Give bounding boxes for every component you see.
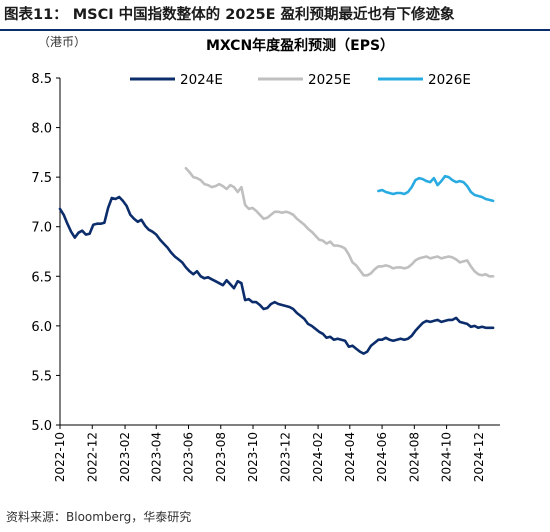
x-tick-label: 2023-08 [214, 432, 228, 482]
x-tick-label: 2022-10 [53, 432, 67, 482]
source-note: 资料来源：Bloomberg，华泰研究 [6, 510, 192, 524]
x-tick-label: 2023-10 [246, 432, 260, 482]
chart-legend: 2024E 2025E 2026E [130, 72, 471, 88]
series-layer [58, 166, 495, 355]
x-tick-label: 2023-02 [118, 432, 132, 482]
x-tick-label: 2024-06 [375, 432, 389, 482]
y-tick-label: 6.0 [31, 320, 52, 335]
series-line-2024e [58, 195, 495, 355]
y-tick-label: 7.5 [31, 171, 52, 186]
chart-title: MXCN年度盈利预测（EPS） [206, 37, 394, 54]
series-line-2025e [184, 166, 495, 278]
x-tick-label: 2023-04 [149, 432, 163, 482]
x-tick-label: 2023-12 [278, 432, 292, 482]
y-tick-label: 5.5 [31, 369, 52, 384]
legend-label-2025e: 2025E [308, 72, 351, 88]
x-tick-label: 2024-04 [343, 432, 357, 482]
y-tick-label: 8.5 [31, 72, 52, 87]
y-tick-label: 6.5 [31, 270, 52, 285]
series-line-2026e [377, 174, 495, 203]
figure-caption: 图表11： MSCI 中国指数整体的 2025E 盈利预期最近也有下修迹象 [4, 7, 455, 23]
x-tick-label: 2024-02 [311, 432, 325, 482]
y-tick-label: 5.0 [31, 419, 52, 434]
eps-line-chart: MXCN年度盈利预测（EPS） （港币） 2024E 2025E 2026E 5.0… [31, 35, 500, 482]
x-tick-label: 2022-12 [85, 432, 99, 482]
x-tick-label: 2024-12 [472, 432, 486, 482]
y-tick-label: 8.0 [31, 122, 52, 137]
legend-label-2026e: 2026E [428, 72, 471, 88]
chart-axes: 5.0 5.5 6.0 6.5 7.0 7.5 8.0 8.5 2022-10 2022-12 20… [31, 72, 500, 482]
legend-label-2024e: 2024E [180, 72, 223, 88]
y-tick-label: 7.0 [31, 221, 52, 236]
caption-rule [0, 29, 550, 31]
x-tick-label: 2023-06 [182, 432, 196, 482]
x-tick-label: 2024-08 [407, 432, 421, 482]
y-axis-unit-label: （港币） [38, 35, 86, 49]
x-tick-label: 2024-10 [440, 432, 454, 482]
